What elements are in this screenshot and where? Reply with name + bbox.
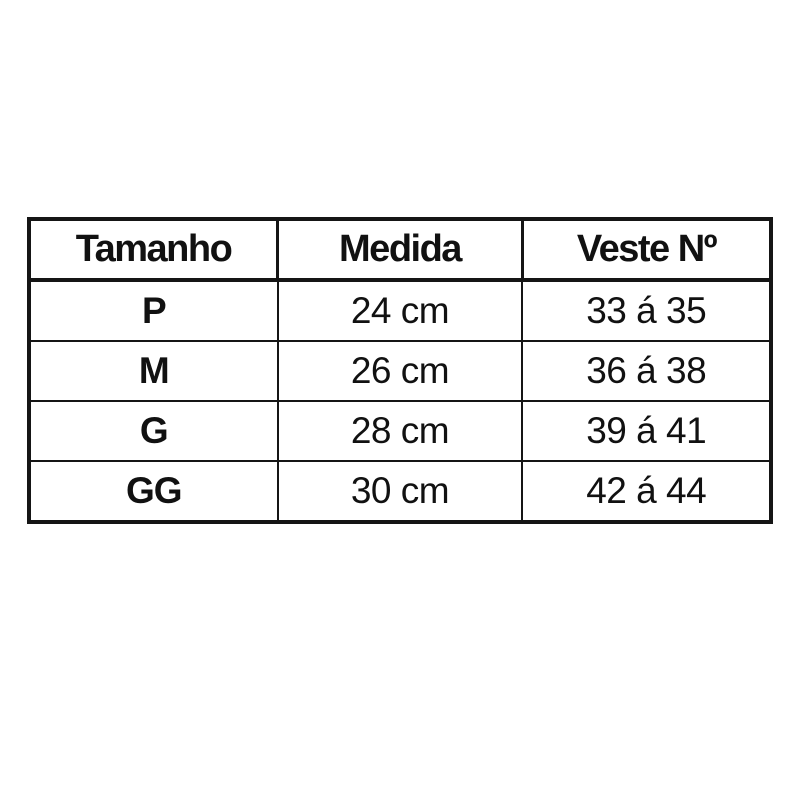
size-chart-table: Tamanho Medida Veste Nº P 24 cm 33 á 35 … [27, 217, 773, 524]
size-cell: M [28, 340, 279, 402]
measure-cell: 24 cm [276, 279, 524, 342]
header-cell-medida: Medida [276, 219, 524, 282]
table-row: P 24 cm 33 á 35 [28, 279, 772, 342]
table-row: M 26 cm 36 á 38 [28, 340, 772, 402]
size-cell: GG [28, 460, 279, 523]
table-row: G 28 cm 39 á 41 [28, 400, 772, 462]
table-row: GG 30 cm 42 á 44 [28, 460, 772, 523]
header-cell-tamanho: Tamanho [27, 219, 280, 282]
fits-cell: 39 á 41 [521, 400, 772, 462]
measure-cell: 26 cm [276, 340, 524, 402]
measure-cell: 30 cm [276, 460, 524, 523]
fits-cell: 36 á 38 [521, 340, 772, 402]
header-cell-veste: Veste Nº [520, 219, 773, 282]
size-cell: G [28, 400, 279, 462]
fits-cell: 33 á 35 [521, 279, 772, 342]
size-cell: P [28, 279, 279, 342]
fits-cell: 42 á 44 [521, 460, 772, 523]
measure-cell: 28 cm [276, 400, 524, 462]
header-row: Tamanho Medida Veste Nº [27, 219, 773, 282]
